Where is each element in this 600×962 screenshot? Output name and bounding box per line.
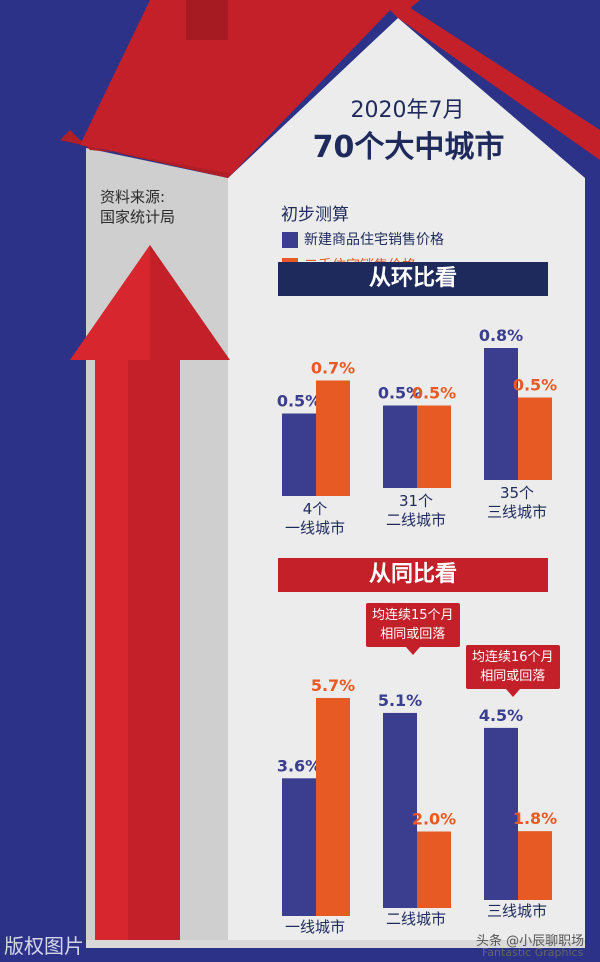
bar-second-hand: [417, 405, 451, 488]
legend-swatch-new: [282, 232, 298, 248]
source-label: 资料来源:: [100, 188, 166, 206]
bar-new-home: [484, 348, 518, 480]
legend-heading: 初步测算: [281, 205, 349, 225]
bar-second-hand: [417, 831, 451, 908]
watermark-left: 版权图片: [4, 934, 84, 958]
yoy-annotation-tier3: 均连续16个月 相同或回落: [466, 645, 560, 697]
bar-second-hand: [316, 698, 350, 916]
category-name: 一线城市: [284, 519, 345, 537]
source-name: 国家统计局: [100, 208, 176, 226]
mom-category-label: 35个 三线城市: [462, 484, 572, 522]
watermark-credit: Fantastic Graphics: [482, 946, 584, 959]
yoy-annotation-tier2: 均连续15个月 相同或回落: [366, 603, 460, 655]
bar-new-home: [282, 413, 316, 496]
annotation-line: 相同或回落: [480, 669, 546, 684]
yoy-category-label: 一线城市: [284, 918, 345, 936]
bar-value-label: 4.5%: [479, 706, 523, 725]
mom-category-label: 4个 一线城市: [260, 500, 370, 538]
category-count: 4个: [302, 500, 328, 518]
bar-value-label: 2.0%: [412, 810, 456, 829]
annotation-line: 均连续15个月: [372, 608, 454, 623]
yoy-category-label: 二线城市: [385, 910, 446, 928]
bar-new-home: [282, 778, 316, 916]
watermark-brand: 头条 @小辰聊职场: [476, 934, 585, 949]
category-name: 三线城市: [486, 503, 547, 521]
bar-new-home: [383, 405, 417, 488]
bar-second-hand: [518, 397, 552, 480]
bar-value-label: 0.8%: [479, 326, 523, 345]
bar-value-label: 1.8%: [513, 809, 557, 828]
yoy-category-label: 三线城市: [486, 902, 547, 920]
bar-value-label: 0.5%: [412, 384, 456, 403]
bar-second-hand: [518, 831, 552, 900]
mom-banner: 从环比看: [278, 262, 548, 296]
bar-new-home: [383, 712, 417, 908]
category-name: 二线城市: [385, 511, 446, 529]
page-title: 70个大中城市: [312, 130, 505, 165]
annotation-line: 均连续16个月: [472, 650, 554, 665]
bar-new-home: [484, 727, 518, 900]
annotation-line: 相同或回落: [380, 627, 446, 642]
report-date: 2020年7月: [350, 98, 465, 123]
bar-value-label: 5.7%: [311, 676, 355, 695]
bar-second-hand: [316, 380, 350, 496]
mom-category-label: 31个 二线城市: [361, 492, 471, 530]
category-count: 31个: [398, 492, 434, 510]
legend-label-new: 新建商品住宅销售价格: [304, 232, 444, 248]
bar-value-label: 0.5%: [277, 392, 321, 411]
bar-value-label: 5.1%: [378, 691, 422, 710]
bar-value-label: 0.5%: [378, 384, 422, 403]
category-count: 35个: [499, 484, 535, 502]
yoy-banner: 从同比看: [278, 558, 548, 592]
bar-value-label: 3.6%: [277, 756, 321, 775]
bar-value-label: 0.5%: [513, 376, 557, 395]
bar-value-label: 0.7%: [311, 359, 355, 378]
